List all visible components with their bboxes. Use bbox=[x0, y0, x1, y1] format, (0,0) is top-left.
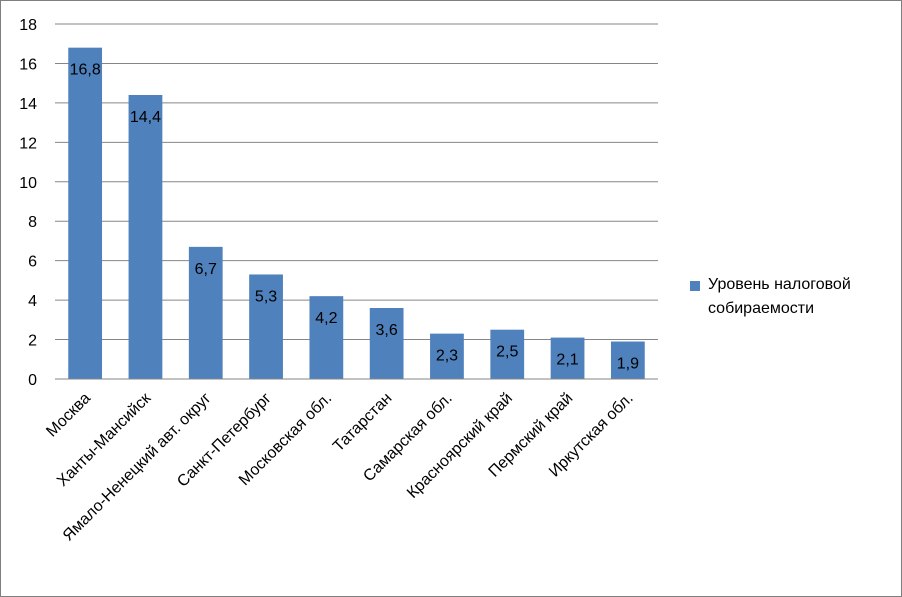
data-label: 14,4 bbox=[130, 109, 161, 126]
bar bbox=[68, 47, 103, 380]
y-tick-label: 8 bbox=[28, 214, 37, 231]
bar bbox=[610, 341, 645, 379]
data-label: 2,3 bbox=[436, 348, 458, 365]
bar bbox=[309, 296, 344, 379]
data-label: 1,9 bbox=[617, 356, 639, 373]
y-tick-label: 0 bbox=[28, 372, 37, 389]
x-tick-label: Татарстан bbox=[330, 390, 395, 455]
legend: Уровень налоговой собираемости bbox=[690, 273, 895, 321]
bars bbox=[68, 47, 645, 380]
x-tick-label: Красноярский край bbox=[404, 390, 516, 502]
y-tick-label: 18 bbox=[19, 17, 37, 34]
y-tick-label: 6 bbox=[28, 254, 37, 271]
bar bbox=[128, 95, 163, 379]
data-label: 2,1 bbox=[556, 352, 578, 369]
y-tick-label: 4 bbox=[28, 293, 37, 310]
y-axis-ticks: 0 2 4 6 8 10 12 14 16 18 bbox=[19, 17, 37, 389]
data-label: 3,6 bbox=[376, 322, 398, 339]
bar bbox=[249, 274, 283, 379]
y-tick-label: 14 bbox=[19, 96, 37, 113]
bar bbox=[369, 308, 404, 379]
data-label: 16,8 bbox=[70, 62, 101, 79]
y-tick-label: 16 bbox=[19, 56, 37, 73]
data-label: 6,7 bbox=[195, 261, 217, 278]
data-label: 2,5 bbox=[496, 344, 518, 361]
bar bbox=[490, 329, 525, 379]
bar bbox=[430, 333, 464, 379]
data-label: 4,2 bbox=[315, 310, 337, 327]
legend-label: Уровень налоговой собираемости bbox=[708, 276, 851, 317]
y-tick-label: 10 bbox=[19, 175, 37, 192]
x-tick-label: Москва bbox=[43, 390, 94, 441]
data-label: 5,3 bbox=[255, 288, 277, 305]
legend-swatch bbox=[690, 281, 700, 291]
bar bbox=[550, 337, 585, 379]
y-tick-label: 12 bbox=[19, 135, 37, 152]
y-tick-label: 2 bbox=[28, 333, 37, 350]
bar bbox=[188, 246, 223, 379]
data-labels: 16,8 14,4 6,7 5,3 4,2 3,6 2,3 2,5 2,1 1,9 bbox=[70, 62, 639, 373]
